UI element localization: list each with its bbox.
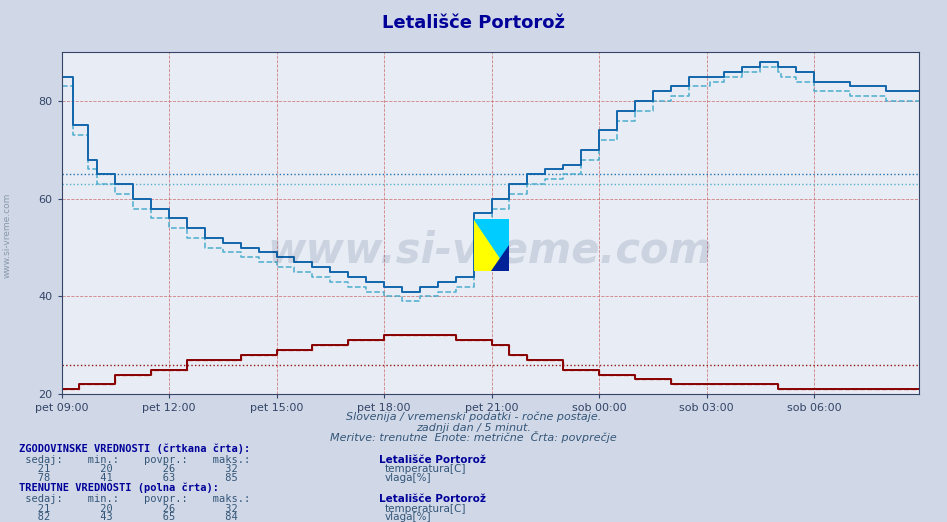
Text: vlaga[%]: vlaga[%] [384,473,431,483]
Text: www.si-vreme.com: www.si-vreme.com [268,230,712,271]
Text: 21        20        26        32: 21 20 26 32 [19,504,238,514]
Text: Letališče Portorož: Letališče Portorož [382,15,565,32]
Text: sedaj:    min.:    povpr.:    maks.:: sedaj: min.: povpr.: maks.: [19,494,250,504]
Polygon shape [474,219,509,271]
Text: Slovenija / vremenski podatki - ročne postaje.: Slovenija / vremenski podatki - ročne po… [346,412,601,422]
Text: www.si-vreme.com: www.si-vreme.com [3,192,12,278]
Text: vlaga[%]: vlaga[%] [384,513,431,522]
Text: Letališče Portorož: Letališče Portorož [379,494,486,504]
Text: 78        41        63        85: 78 41 63 85 [19,473,238,483]
Text: Meritve: trenutne  Enote: metrične  Črta: povprečje: Meritve: trenutne Enote: metrične Črta: … [331,431,616,443]
Text: 82        43        65        84: 82 43 65 84 [19,513,238,522]
Text: TRENUTNE VREDNOSTI (polna črta):: TRENUTNE VREDNOSTI (polna črta): [19,482,219,493]
Text: temperatura[C]: temperatura[C] [384,504,466,514]
Text: Letališče Portorož: Letališče Portorož [379,455,486,465]
Polygon shape [474,219,509,271]
Text: zadnji dan / 5 minut.: zadnji dan / 5 minut. [416,423,531,433]
Polygon shape [491,245,509,271]
Text: 21        20        26        32: 21 20 26 32 [19,465,238,474]
Text: sedaj:    min.:    povpr.:    maks.:: sedaj: min.: povpr.: maks.: [19,455,250,465]
Text: ZGODOVINSKE VREDNOSTI (črtkana črta):: ZGODOVINSKE VREDNOSTI (črtkana črta): [19,443,250,454]
Text: temperatura[C]: temperatura[C] [384,465,466,474]
